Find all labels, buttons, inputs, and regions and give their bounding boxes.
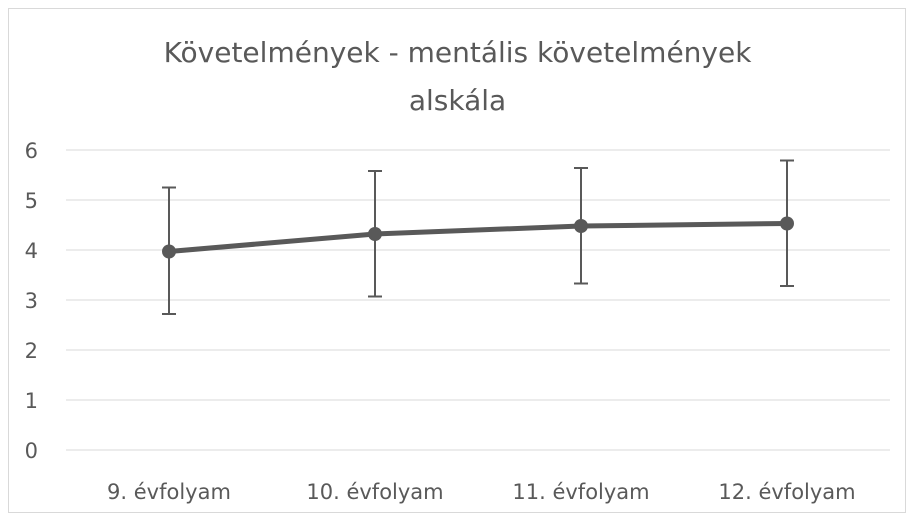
y-tick-label: 5 xyxy=(25,189,38,213)
x-tick-label: 12. évfolyam xyxy=(718,480,855,504)
data-point xyxy=(780,216,794,231)
y-tick-label: 4 xyxy=(25,239,38,263)
y-tick-label: 3 xyxy=(25,289,38,313)
data-point xyxy=(574,219,588,233)
x-tick-label: 11. évfolyam xyxy=(512,480,649,504)
y-tick-label: 0 xyxy=(25,439,38,463)
chart-title-line-2: alskála xyxy=(408,84,507,117)
series-line xyxy=(166,221,790,254)
x-tick-label: 9. évfolyam xyxy=(107,480,231,504)
y-tick-label: 2 xyxy=(25,339,38,363)
x-tick-label: 10. évfolyam xyxy=(306,480,443,504)
y-tick-label: 1 xyxy=(25,389,38,413)
data-point xyxy=(162,244,176,259)
chart-title-line-1: Követelmények - mentális követelmények xyxy=(163,36,752,69)
data-point xyxy=(368,227,382,241)
y-tick-label: 6 xyxy=(25,139,38,163)
chart-frame xyxy=(8,8,906,513)
